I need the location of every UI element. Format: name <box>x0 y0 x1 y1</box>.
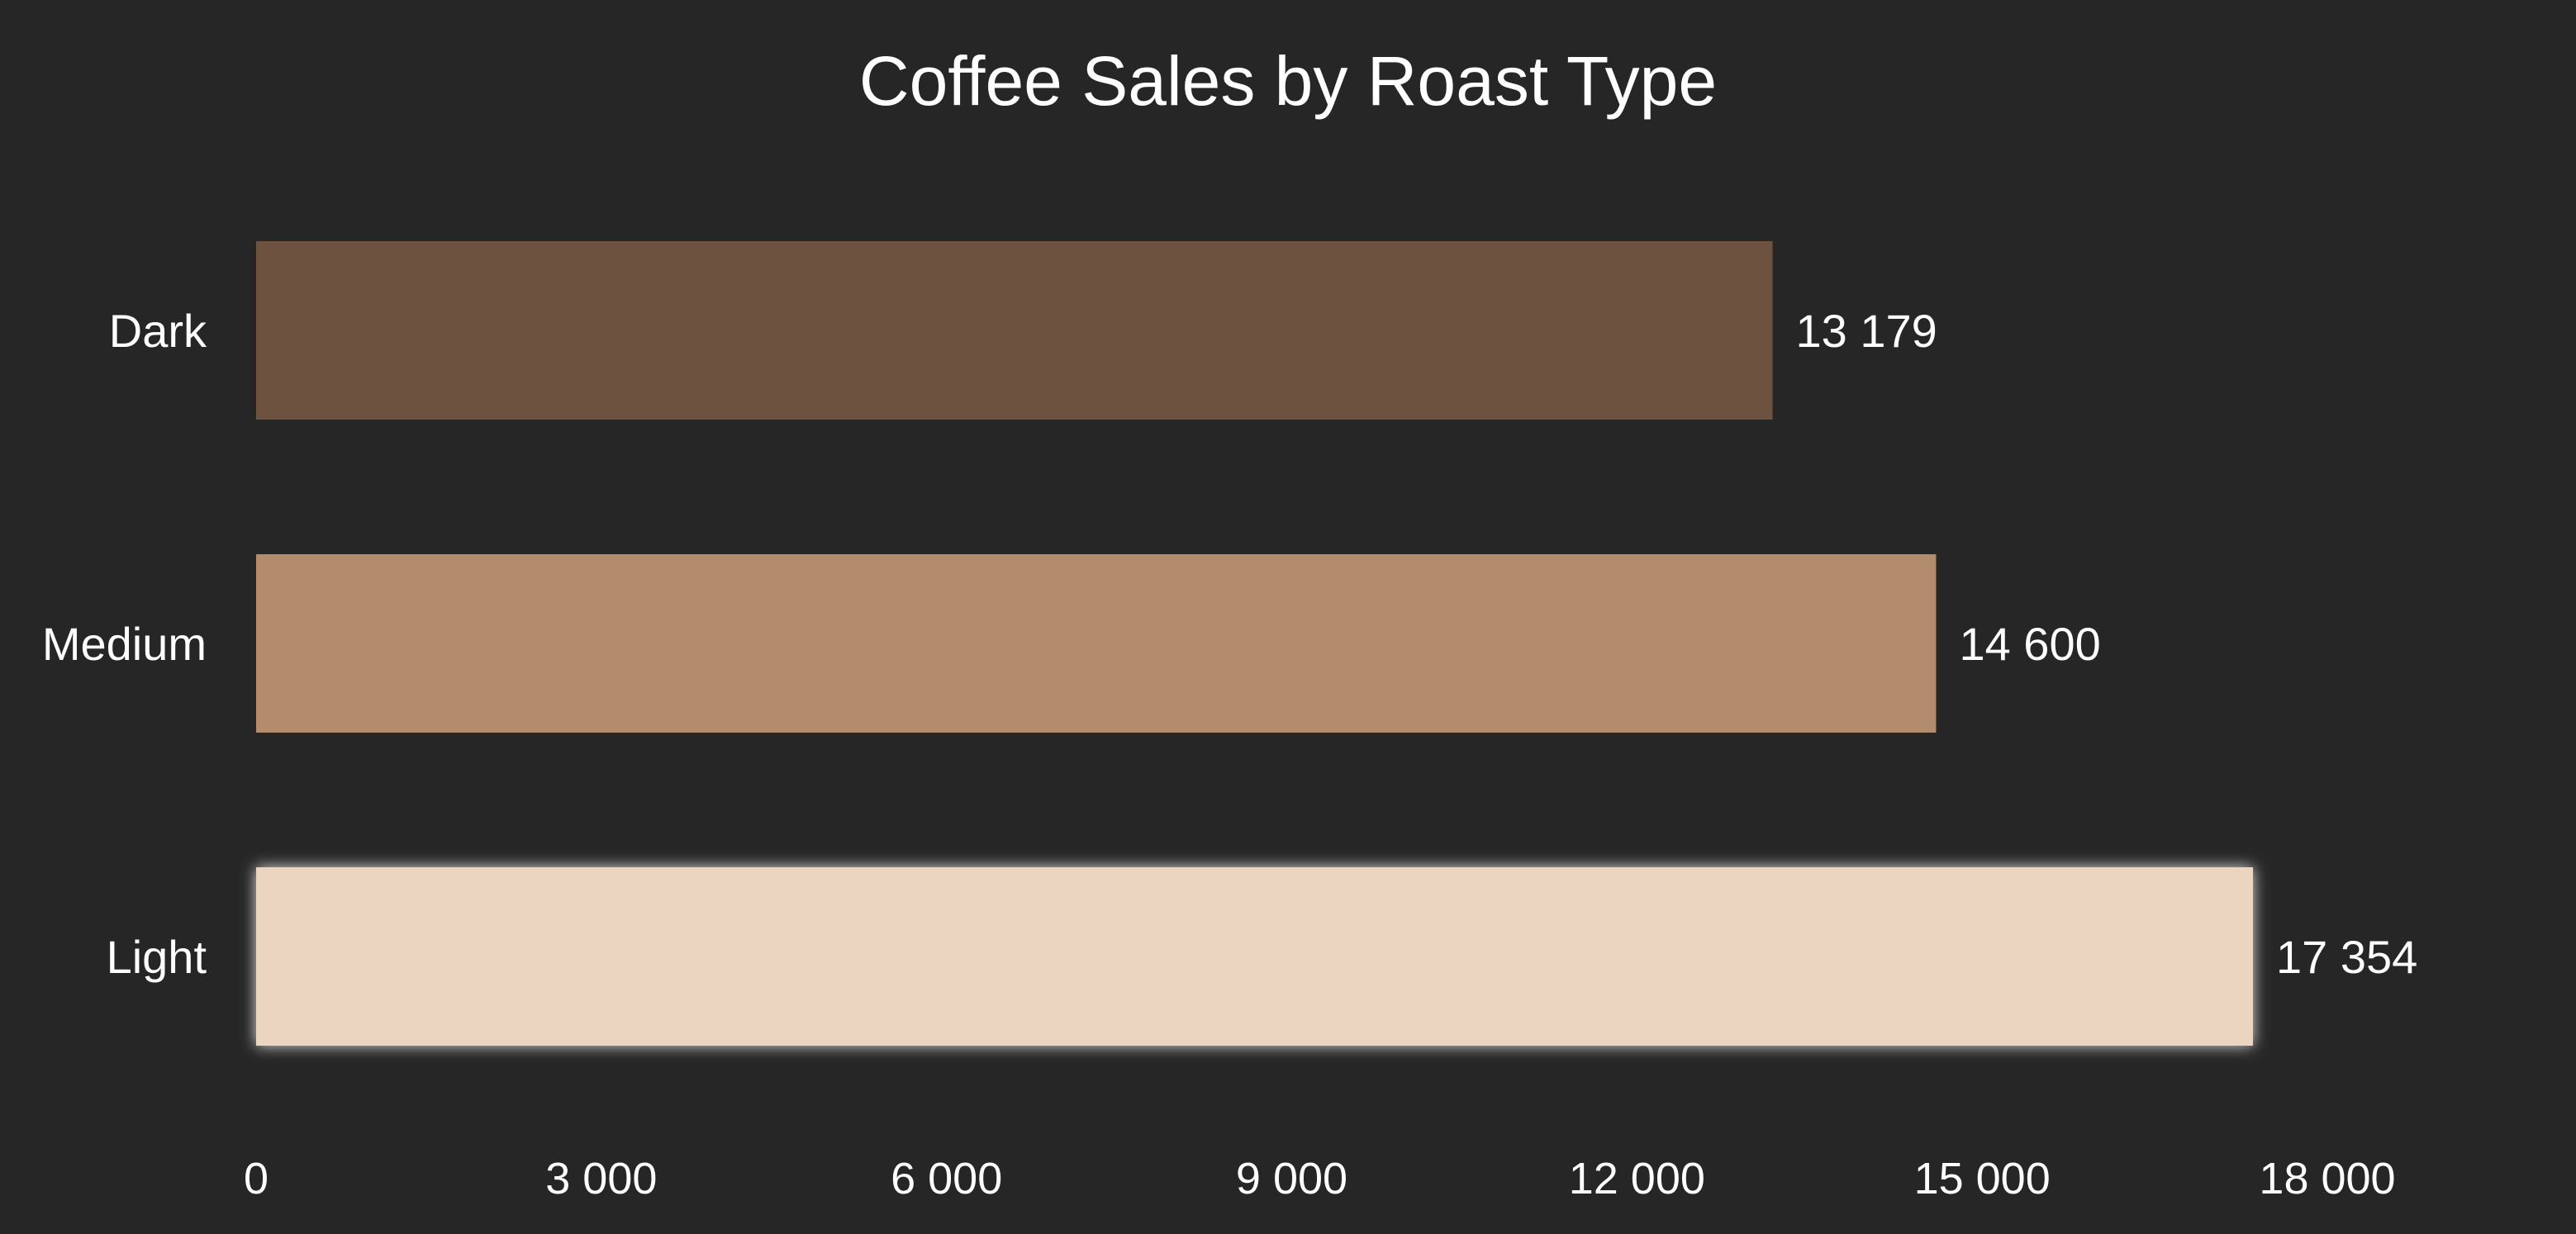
x-tick-label: 3 000 <box>545 1154 657 1203</box>
value-label-dark: 13 179 <box>1796 305 1937 357</box>
bars-layer <box>256 241 2254 1046</box>
x-tick-label: 18 000 <box>2259 1154 2395 1203</box>
x-tick-label: 0 <box>244 1154 269 1203</box>
chart-title: Coffee Sales by Roast Type <box>858 42 1718 120</box>
bar-dark <box>256 241 1773 420</box>
value-label-light: 17 354 <box>2276 931 2417 983</box>
x-tick-label: 6 000 <box>891 1154 1002 1203</box>
bar-light <box>256 867 2254 1046</box>
x-tick-label: 15 000 <box>1914 1154 2051 1203</box>
x-tick-label: 12 000 <box>1569 1154 1705 1203</box>
category-label-dark: Dark <box>109 305 207 357</box>
value-label-medium: 14 600 <box>1959 618 2100 670</box>
x-axis: 0 3 000 6 000 9 000 12 000 15 000 18 000 <box>244 1154 2396 1203</box>
labels-layer: Dark 13 179 Medium 14 600 Light 17 354 <box>42 305 2417 983</box>
bar-medium <box>256 554 1937 733</box>
x-tick-label: 9 000 <box>1236 1154 1347 1203</box>
category-label-medium: Medium <box>42 618 207 670</box>
category-label-light: Light <box>107 931 207 983</box>
